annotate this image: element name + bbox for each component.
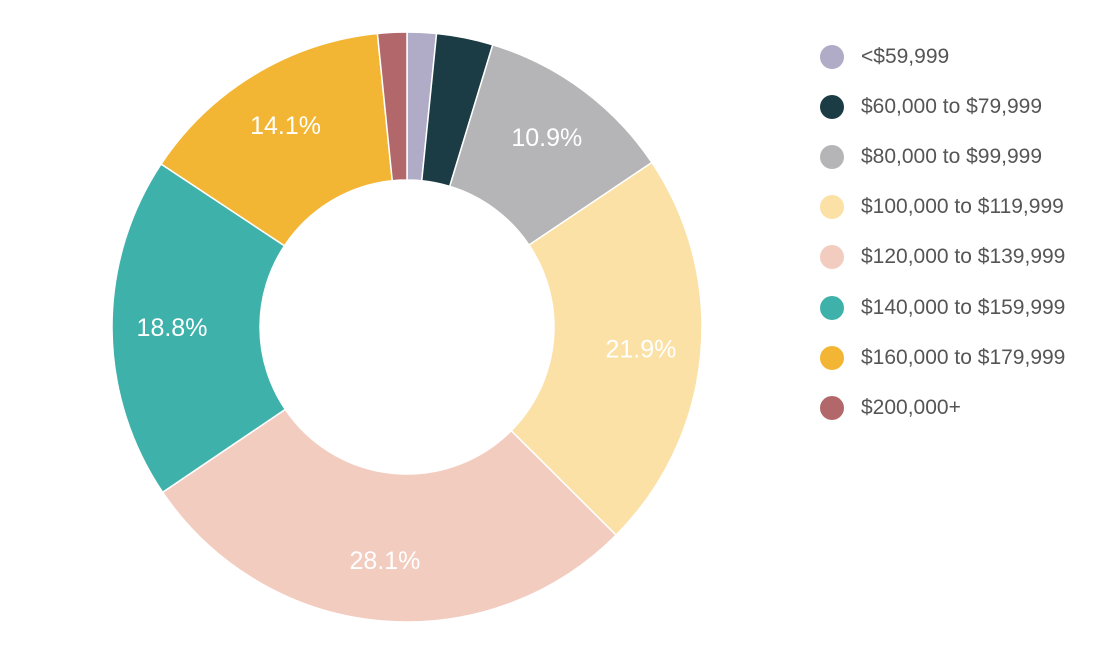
legend-label: $80,000 to $99,999	[861, 145, 1043, 169]
legend-item: $100,000 to $119,999	[820, 182, 1065, 232]
legend-label: <$59,999	[861, 45, 950, 69]
legend-label: $120,000 to $139,999	[861, 245, 1066, 269]
legend-label: $200,000+	[861, 395, 961, 419]
legend-swatch-icon	[820, 345, 844, 370]
donut-slice	[161, 408, 618, 623]
legend-item: $120,000 to $139,999	[820, 232, 1065, 282]
legend-swatch-icon	[820, 195, 844, 220]
slice-data-label: 14.1%	[250, 112, 321, 140]
legend-swatch-icon	[820, 245, 844, 270]
legend-item: $200,000+	[820, 383, 1065, 433]
legend-label: $160,000 to $179,999	[861, 345, 1066, 369]
slice-data-label: 21.9%	[605, 335, 676, 363]
donut-slice	[160, 32, 394, 247]
donut-slice	[111, 162, 287, 494]
legend-item: $60,000 to $79,999	[820, 82, 1065, 132]
legend-item: $80,000 to $99,999	[820, 132, 1065, 182]
chart-legend: <$59,999 $60,000 to $79,999 $80,000 to $99…	[820, 32, 1065, 433]
legend-swatch-icon	[820, 295, 844, 320]
legend-swatch-icon	[820, 395, 844, 420]
legend-item: $140,000 to $159,999	[820, 282, 1065, 332]
slice-data-label: 28.1%	[349, 547, 420, 575]
legend-swatch-icon	[820, 95, 844, 120]
donut-chart: 10.9% 21.9% 28.1% 18.8% 14.1%	[111, 31, 703, 623]
legend-item: $160,000 to $179,999	[820, 333, 1065, 383]
slice-data-label: 10.9%	[511, 124, 582, 152]
legend-swatch-icon	[820, 145, 844, 170]
donut-slice	[510, 161, 703, 537]
legend-swatch-icon	[820, 45, 844, 70]
donut-slice	[448, 43, 653, 247]
legend-label: $140,000 to $159,999	[861, 295, 1066, 319]
slice-data-label: 18.8%	[137, 314, 208, 342]
legend-label: $100,000 to $119,999	[861, 195, 1064, 219]
legend-item: <$59,999	[820, 32, 1065, 82]
legend-label: $60,000 to $79,999	[861, 95, 1043, 119]
donut-slice	[376, 31, 408, 182]
